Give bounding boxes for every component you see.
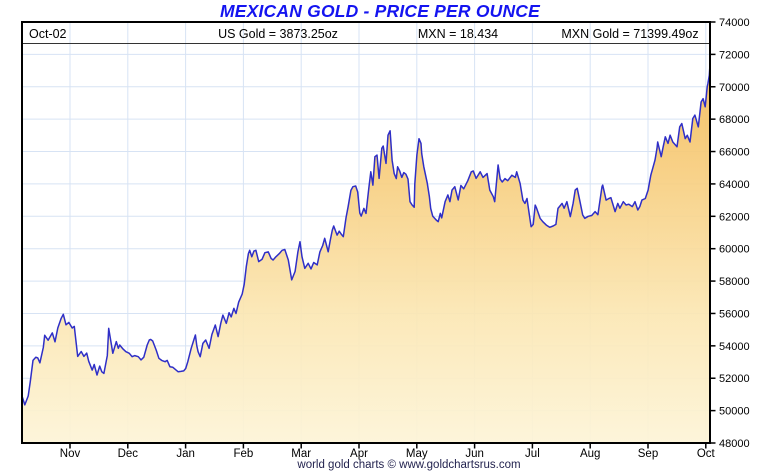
price-series <box>21 63 711 443</box>
x-tick-label: Apr <box>350 448 368 460</box>
y-tick-label: 62000 <box>719 211 750 223</box>
y-tick-label: 64000 <box>719 179 750 191</box>
y-tick-label: 68000 <box>719 114 750 126</box>
footer-credit: world gold charts © www.goldchartsrus.co… <box>297 459 521 471</box>
x-tick-label: Nov <box>60 448 81 460</box>
y-tick-label: 54000 <box>719 341 750 353</box>
x-tick-label: Oct <box>697 448 716 460</box>
y-tick-label: 70000 <box>719 82 750 94</box>
header-date: Oct-02 <box>29 27 67 41</box>
x-tick-label: Jul <box>525 448 540 460</box>
header-mxn-rate: MXN = 18.434 <box>418 27 498 41</box>
price-line <box>21 63 711 406</box>
header-us-gold: US Gold = 3873.25oz <box>218 27 338 41</box>
x-tick-label: Mar <box>291 448 311 460</box>
axes: Nov Dec Jan Feb Mar Apr May Jun Jul Aug Sep Oct4800… <box>60 17 750 460</box>
y-tick-label: 52000 <box>719 373 750 385</box>
y-tick-label: 74000 <box>719 17 750 29</box>
x-tick-label: Dec <box>118 448 139 460</box>
y-tick-label: 48000 <box>719 438 750 450</box>
x-tick-label: Jan <box>176 448 195 460</box>
y-tick-label: 58000 <box>719 276 750 288</box>
chart-title: MEXICAN GOLD - PRICE PER OUNCE <box>219 1 541 21</box>
x-tick-label: Jun <box>465 448 484 460</box>
y-tick-label: 56000 <box>719 308 750 320</box>
x-tick-label: Aug <box>580 448 600 460</box>
y-tick-label: 60000 <box>719 244 750 256</box>
x-tick-label: May <box>406 448 428 460</box>
y-tick-label: 50000 <box>719 406 750 418</box>
y-tick-label: 66000 <box>719 147 750 159</box>
price-area <box>22 64 710 443</box>
x-tick-label: Feb <box>233 448 253 460</box>
plot-border <box>21 21 711 444</box>
header-mxn-gold: MXN Gold = 71399.49oz <box>561 27 698 41</box>
x-tick-label: Sep <box>638 448 658 460</box>
y-tick-label: 72000 <box>719 49 750 61</box>
